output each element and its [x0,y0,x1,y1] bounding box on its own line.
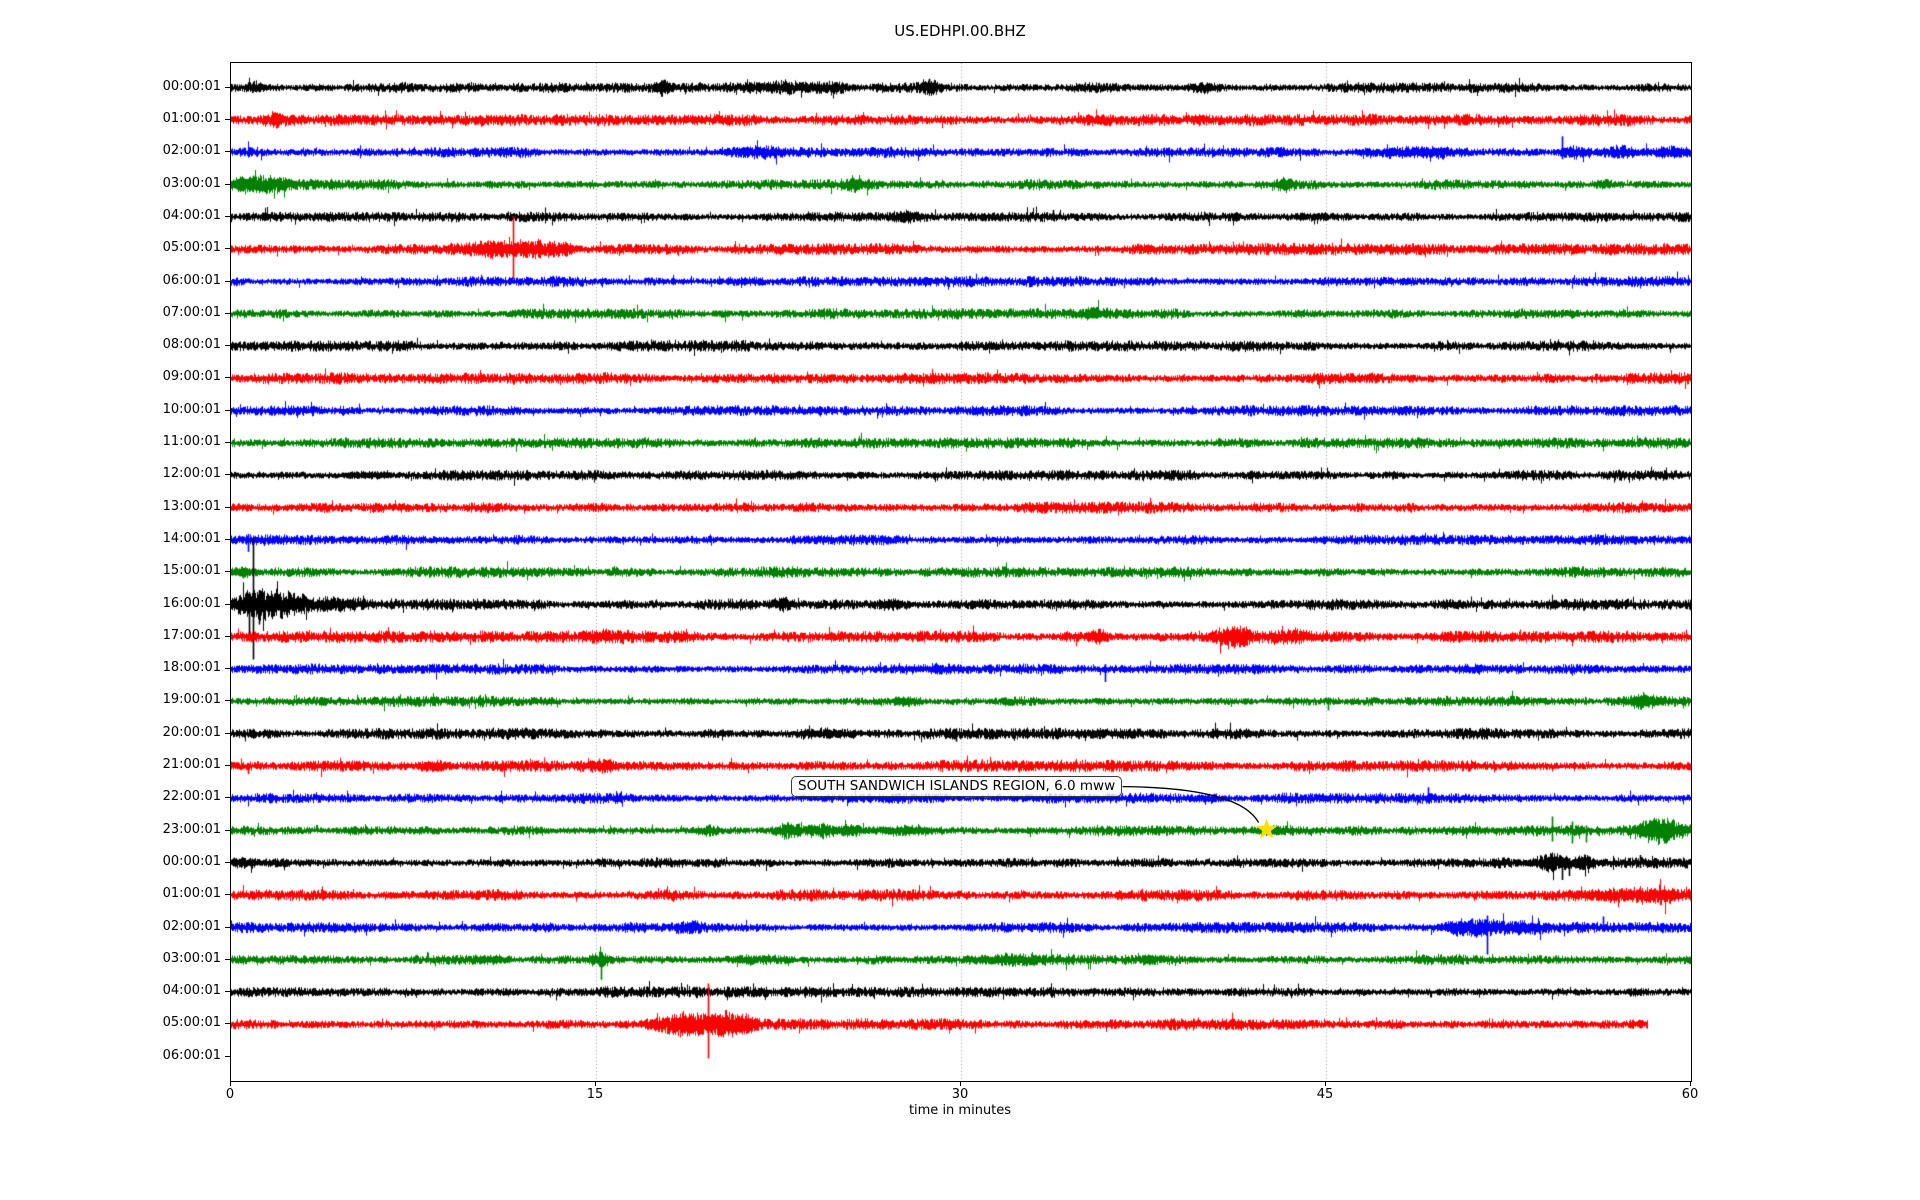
y-tick-label: 09:00:01 [162,369,221,385]
y-tick-label: 18:00:01 [162,660,221,676]
y-tick-label: 03:00:01 [162,950,221,966]
plot-area [230,62,1692,1082]
y-tick-label: 19:00:01 [162,692,221,708]
y-tick-label: 07:00:01 [162,304,221,320]
y-tick-label: 08:00:01 [162,337,221,353]
event-annotation-box: SOUTH SANDWICH ISLANDS REGION, 6.0 mww [791,776,1123,797]
y-tick-label: 16:00:01 [162,595,221,611]
y-tick-label: 01:00:01 [162,886,221,902]
x-tick-label: 0 [225,1087,235,1102]
x-tick-label: 30 [951,1087,969,1102]
y-tick-label: 03:00:01 [162,175,221,191]
y-tick-label: 04:00:01 [162,207,221,223]
seismogram-traces-canvas [231,63,1691,1081]
y-tick-label: 05:00:01 [162,240,221,256]
chart-title: US.EDHPI.00.BHZ [894,22,1026,40]
y-tick-label: 14:00:01 [162,530,221,546]
y-tick-label: 12:00:01 [162,466,221,482]
x-tick-label: 60 [1681,1087,1699,1102]
y-tick-label: 10:00:01 [162,401,221,417]
y-tick-label: 20:00:01 [162,724,221,740]
y-tick-label: 00:00:01 [162,78,221,94]
x-tick-label: 45 [1316,1087,1334,1102]
y-tick-label: 05:00:01 [162,1015,221,1031]
y-tick-label: 15:00:01 [162,563,221,579]
y-tick-label: 11:00:01 [162,434,221,449]
x-axis-title: time in minutes [908,1103,1012,1118]
y-tick-label: 06:00:01 [162,272,221,288]
y-tick-label: 21:00:01 [162,757,221,772]
y-tick-label: 04:00:01 [162,983,221,999]
y-tick-label: 00:00:01 [162,853,221,869]
x-tick-label: 15 [586,1087,604,1102]
y-tick-label: 22:00:01 [162,789,221,805]
y-tick-label: 06:00:01 [162,1047,221,1063]
y-tick-label: 13:00:01 [162,498,221,514]
y-tick-label: 01:00:01 [162,111,221,126]
y-tick-label: 17:00:01 [162,627,221,643]
event-annotation-text: SOUTH SANDWICH ISLANDS REGION, 6.0 mww [798,778,1116,794]
y-tick-label: 23:00:01 [162,821,221,837]
y-tick-label: 02:00:01 [162,143,221,159]
y-tick-label: 02:00:01 [162,918,221,934]
